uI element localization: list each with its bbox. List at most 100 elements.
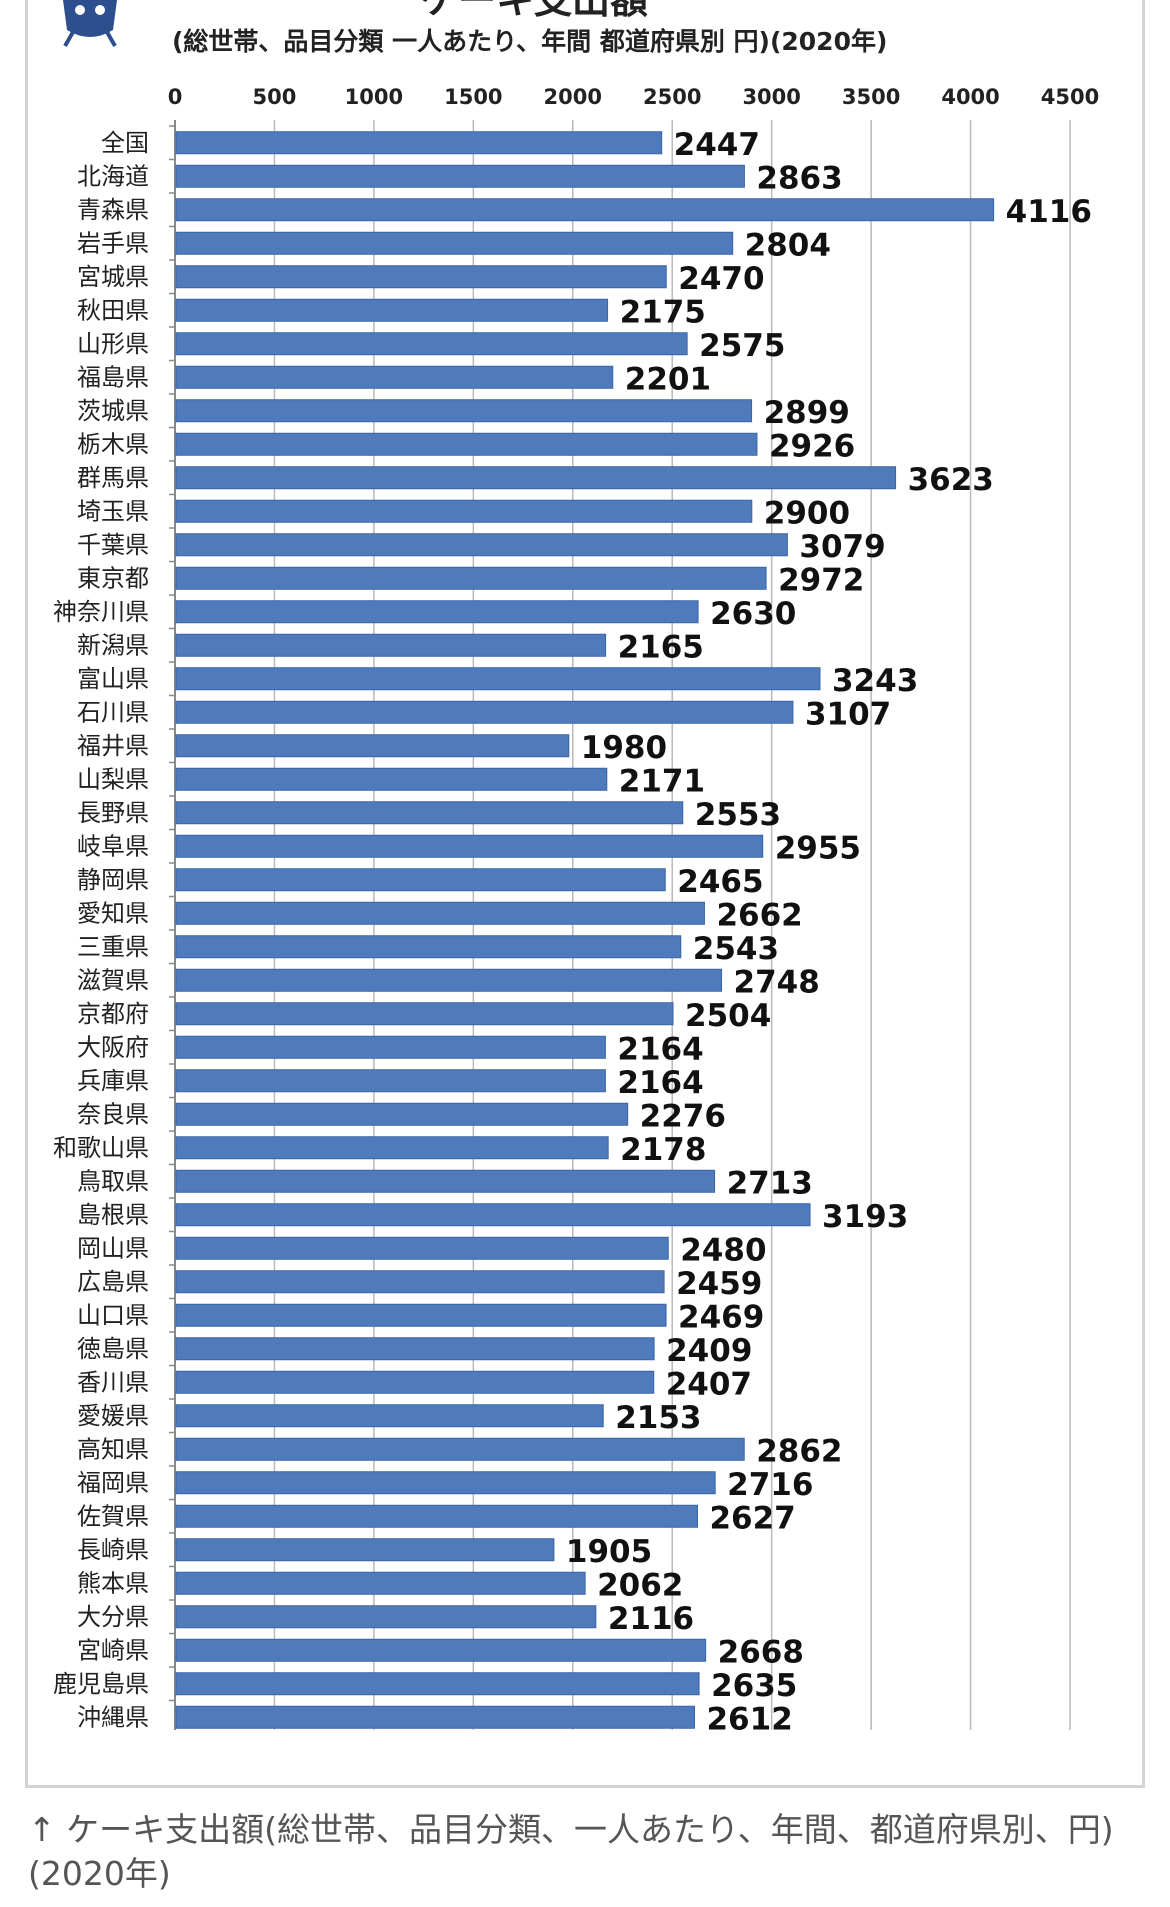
category-label: 愛知県 — [77, 899, 149, 927]
bar — [175, 1571, 586, 1595]
data-label: 3243 — [832, 663, 918, 699]
category-label: 東京都 — [77, 564, 149, 592]
mascot-image — [63, 0, 117, 47]
bar — [175, 1370, 655, 1394]
category-label: 奈良県 — [77, 1100, 149, 1128]
data-label: 2926 — [769, 428, 855, 464]
category-label: 佐賀県 — [77, 1502, 149, 1530]
category-label: 鹿児島県 — [53, 1670, 149, 1698]
category-label: 山形県 — [77, 330, 149, 358]
x-tick-label: 4500 — [1041, 85, 1099, 109]
x-tick-label: 0 — [168, 85, 183, 109]
bar — [175, 1538, 555, 1562]
bar — [175, 1504, 698, 1528]
image-caption: ↑ ケーキ支出額(総世帯、品目分類、一人あたり、年間、都道府県別、円)(2020… — [28, 1810, 1114, 1893]
category-label: 北海道 — [77, 162, 149, 190]
category-label: 福岡県 — [77, 1469, 149, 1497]
data-label: 2900 — [764, 495, 850, 531]
data-label: 2062 — [597, 1567, 683, 1603]
x-tick-label: 4000 — [941, 85, 999, 109]
data-label: 2165 — [618, 629, 704, 665]
category-label: 京都府 — [77, 1000, 149, 1028]
x-tick-label: 3000 — [742, 85, 800, 109]
bar — [175, 935, 682, 959]
bar — [175, 499, 753, 523]
category-label: 静岡県 — [77, 866, 149, 894]
data-label: 2899 — [764, 395, 850, 431]
data-label: 2862 — [756, 1433, 842, 1469]
bar — [175, 1404, 604, 1428]
category-label: 大阪府 — [77, 1033, 149, 1061]
data-label: 4116 — [1006, 194, 1092, 230]
data-label: 2116 — [608, 1601, 694, 1637]
bar — [175, 466, 897, 490]
data-label: 2543 — [693, 931, 779, 967]
bar — [175, 198, 995, 222]
category-label: 岩手県 — [77, 229, 149, 257]
data-label: 2575 — [699, 328, 785, 364]
data-label: 2201 — [625, 361, 711, 397]
bar — [175, 1337, 655, 1361]
x-tick-label: 2000 — [544, 85, 602, 109]
x-tick-label: 1000 — [345, 85, 403, 109]
data-label: 3079 — [799, 529, 885, 565]
data-label: 2553 — [695, 797, 781, 833]
bar — [175, 533, 788, 557]
bar — [175, 600, 699, 624]
category-label: 富山県 — [77, 665, 149, 693]
bar — [175, 633, 607, 657]
data-label: 2504 — [685, 998, 771, 1034]
bar — [175, 332, 688, 356]
bar — [175, 1437, 745, 1461]
bar — [175, 566, 767, 590]
category-label: 沖縄県 — [77, 1703, 149, 1731]
bar-chart: 0 500 1000 1500 2000 2500 3000 3500 4000 4500 全国 2… — [53, 85, 1099, 1737]
bar — [175, 365, 614, 389]
data-label: 2863 — [756, 160, 842, 196]
bar — [175, 834, 764, 858]
bar — [175, 868, 666, 892]
bar — [175, 801, 684, 825]
bar — [175, 1203, 811, 1227]
chart-subtitle: (総世帯、品目分類 一人あたり、年間 都道府県別 円)(2020年) — [172, 27, 888, 56]
bar — [175, 1102, 629, 1126]
bar — [175, 901, 705, 925]
data-label: 2662 — [716, 897, 802, 933]
category-label: 徳島県 — [77, 1335, 149, 1363]
bar — [175, 1303, 667, 1327]
bar — [175, 399, 753, 423]
data-label: 2972 — [778, 562, 864, 598]
category-label: 山口県 — [77, 1301, 149, 1329]
category-label: 長野県 — [77, 799, 149, 827]
x-tick-label: 2500 — [643, 85, 701, 109]
category-label: 新潟県 — [77, 631, 149, 659]
data-label: 2459 — [676, 1266, 762, 1302]
category-label: 兵庫県 — [77, 1067, 149, 1095]
data-label: 2465 — [677, 864, 763, 900]
data-label: 2178 — [620, 1132, 706, 1168]
category-label: 宮崎県 — [77, 1636, 149, 1664]
data-label: 2175 — [620, 294, 706, 330]
category-label: 広島県 — [77, 1268, 149, 1296]
category-label: 秋田県 — [77, 296, 149, 324]
bar — [175, 1169, 716, 1193]
category-label: 和歌山県 — [53, 1134, 149, 1162]
data-label: 2470 — [678, 261, 764, 297]
bar — [175, 1471, 716, 1495]
bar — [175, 1605, 597, 1629]
data-label: 2469 — [678, 1299, 764, 1335]
data-label: 2612 — [706, 1701, 792, 1737]
bar — [175, 432, 758, 456]
category-label: 宮城県 — [77, 263, 149, 291]
data-label: 2164 — [617, 1031, 703, 1067]
category-label: 全国 — [101, 129, 149, 157]
bar — [175, 1002, 674, 1026]
x-tick-label: 3500 — [842, 85, 900, 109]
category-label: 山梨県 — [77, 765, 149, 793]
category-label: 福島県 — [77, 363, 149, 391]
data-label: 3623 — [908, 462, 994, 498]
data-label: 2748 — [734, 964, 820, 1000]
data-label: 3193 — [822, 1199, 908, 1235]
data-label: 2635 — [711, 1668, 797, 1704]
bar — [175, 1705, 695, 1729]
